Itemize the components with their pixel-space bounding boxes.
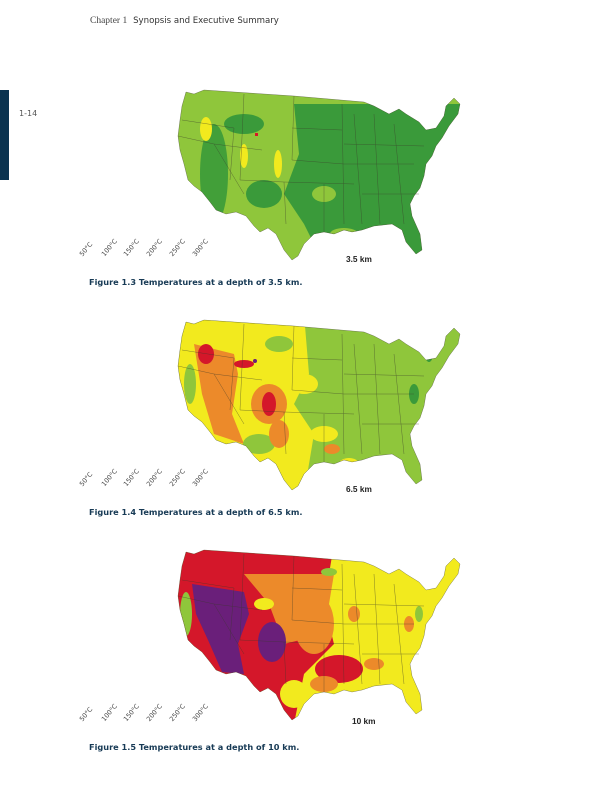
legend-label: 50°C (77, 470, 95, 488)
legend-label: 150°C (121, 467, 141, 488)
legend-label: 50°C (77, 240, 95, 258)
legend-label: 250°C (167, 237, 187, 258)
legend-label: 300°C (190, 237, 210, 258)
running-header: Chapter 1 Synopsis and Executive Summary (90, 16, 279, 26)
temperature-map-10km (174, 544, 464, 724)
legend-label: 250°C (167, 467, 187, 488)
temperature-legend: 50°C 100°C 150°C 200°C 250°C 300°C (78, 237, 244, 270)
temperature-map-6-5km (174, 314, 464, 494)
legend-label: 200°C (144, 702, 164, 723)
temperature-legend: 50°C 100°C 150°C 200°C 250°C 300°C (78, 702, 244, 735)
figure-caption: Figure 1.4 Temperatures at a depth of 6.… (89, 507, 303, 517)
legend-label: 150°C (121, 237, 141, 258)
legend-label: 250°C (167, 702, 187, 723)
legend-label: 100°C (99, 237, 119, 258)
depth-label: 10 km (352, 716, 376, 726)
depth-label: 3.5 km (346, 254, 372, 264)
legend-label: 300°C (190, 467, 210, 488)
temperature-map-3-5km (174, 84, 464, 264)
legend-label: 200°C (144, 467, 164, 488)
legend-label: 300°C (190, 702, 210, 723)
page-number: 1-14 (19, 109, 38, 118)
side-tab (0, 90, 9, 180)
temperature-legend: 50°C 100°C 150°C 200°C 250°C 300°C (78, 467, 244, 500)
legend-label: 50°C (77, 705, 95, 723)
chapter-title: Synopsis and Executive Summary (133, 16, 279, 26)
figure-caption: Figure 1.5 Temperatures at a depth of 10… (89, 742, 300, 752)
figure-caption: Figure 1.3 Temperatures at a depth of 3.… (89, 277, 303, 287)
legend-label: 100°C (99, 467, 119, 488)
legend-label: 150°C (121, 702, 141, 723)
depth-label: 6.5 km (346, 484, 372, 494)
legend-label: 100°C (99, 702, 119, 723)
legend-label: 200°C (144, 237, 164, 258)
chapter-label: Chapter 1 (90, 16, 128, 26)
